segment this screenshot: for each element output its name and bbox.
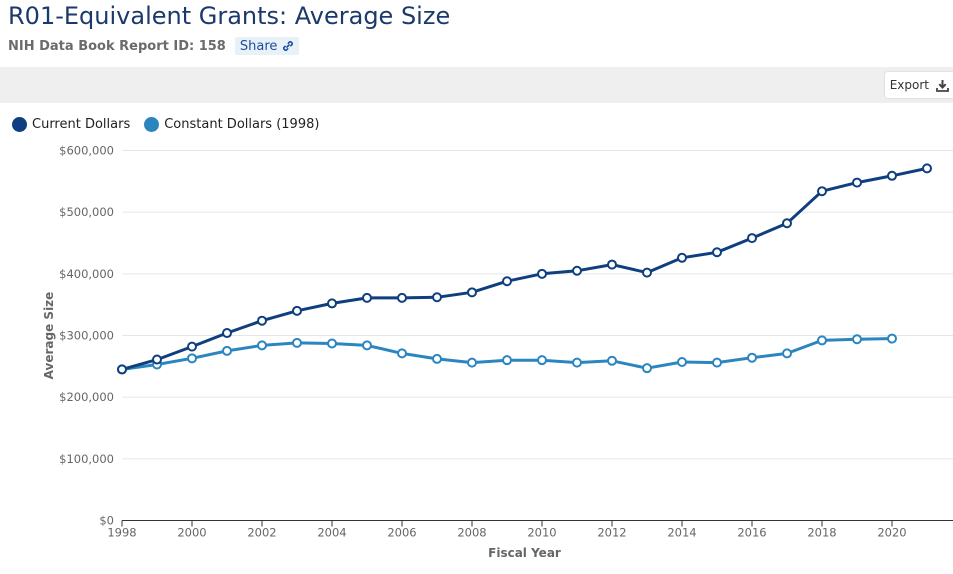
data-point[interactable] <box>817 335 827 346</box>
data-point[interactable] <box>257 315 267 326</box>
link-icon <box>282 40 294 52</box>
x-tick-label: 2008 <box>457 526 486 540</box>
data-point[interactable] <box>537 355 547 366</box>
report-subline: NIH Data Book Report ID: 158 Share <box>8 37 300 55</box>
data-point[interactable] <box>502 355 512 366</box>
y-axis-title: Average Size <box>42 292 56 380</box>
data-point[interactable] <box>292 305 302 316</box>
data-point[interactable] <box>397 348 407 359</box>
share-button[interactable]: Share <box>234 37 300 55</box>
report-id: NIH Data Book Report ID: 158 <box>8 38 226 54</box>
data-point[interactable] <box>467 287 477 298</box>
x-tick-label: 2020 <box>877 526 906 540</box>
data-point[interactable] <box>887 333 897 344</box>
data-point[interactable] <box>362 292 372 303</box>
data-point[interactable] <box>747 233 757 244</box>
data-point[interactable] <box>642 363 652 374</box>
data-point[interactable] <box>187 353 197 364</box>
data-point[interactable] <box>887 170 897 181</box>
share-label: Share <box>239 38 278 54</box>
page-title: R01-Equivalent Grants: Average Size <box>8 2 451 30</box>
x-tick-label: 2004 <box>317 526 346 540</box>
data-point[interactable] <box>677 252 687 263</box>
data-point[interactable] <box>257 340 267 351</box>
data-point[interactable] <box>782 348 792 359</box>
data-point[interactable] <box>712 247 722 258</box>
chart-toolbar: Export <box>0 67 953 103</box>
x-tick-label: 2016 <box>737 526 766 540</box>
export-button[interactable]: Export <box>884 72 953 98</box>
y-tick-label: $200,000 <box>59 390 114 404</box>
legend-marker <box>12 117 27 132</box>
data-point[interactable] <box>222 328 232 339</box>
data-point[interactable] <box>712 357 722 368</box>
x-axis-title: Fiscal Year <box>488 546 561 560</box>
data-point[interactable] <box>607 259 617 270</box>
data-point[interactable] <box>747 352 757 363</box>
y-tick-label: $600,000 <box>59 144 114 158</box>
x-tick-label: 2014 <box>667 526 696 540</box>
data-point[interactable] <box>432 353 442 364</box>
data-point[interactable] <box>782 218 792 229</box>
chart-legend: Current Dollars Constant Dollars (1998) <box>12 117 333 132</box>
export-label: Export <box>889 78 929 92</box>
legend-item-current-dollars[interactable]: Current Dollars <box>12 117 130 132</box>
data-point[interactable] <box>677 357 687 368</box>
data-point[interactable] <box>222 345 232 356</box>
data-point[interactable] <box>327 298 337 309</box>
data-point[interactable] <box>537 268 547 279</box>
data-point[interactable] <box>152 354 162 365</box>
data-point[interactable] <box>852 334 862 345</box>
x-tick-label: 2018 <box>807 526 836 540</box>
data-point[interactable] <box>362 340 372 351</box>
x-tick-label: 2012 <box>597 526 626 540</box>
y-tick-label: $300,000 <box>59 329 114 343</box>
x-tick-label: 2010 <box>527 526 556 540</box>
legend-item-constant-dollars[interactable]: Constant Dollars (1998) <box>144 117 319 132</box>
data-point[interactable] <box>607 355 617 366</box>
x-tick-label: 2006 <box>387 526 416 540</box>
x-tick-label: 1998 <box>107 526 136 540</box>
data-point[interactable] <box>852 177 862 188</box>
data-point[interactable] <box>922 163 932 174</box>
download-icon <box>936 79 949 92</box>
data-point[interactable] <box>642 267 652 278</box>
y-tick-label: $400,000 <box>59 267 114 281</box>
data-point[interactable] <box>292 337 302 348</box>
data-point[interactable] <box>327 338 337 349</box>
x-tick-label: 2000 <box>177 526 206 540</box>
data-point[interactable] <box>817 186 827 197</box>
data-point[interactable] <box>467 357 477 368</box>
y-tick-label: $0 <box>99 514 114 528</box>
y-tick-label: $500,000 <box>59 205 114 219</box>
series-line <box>120 166 929 371</box>
data-point[interactable] <box>117 364 127 375</box>
data-point[interactable] <box>572 265 582 276</box>
data-point[interactable] <box>432 292 442 303</box>
legend-label: Constant Dollars (1998) <box>164 117 320 132</box>
data-point[interactable] <box>502 276 512 287</box>
legend-marker <box>144 117 160 132</box>
x-tick-label: 2002 <box>247 526 276 540</box>
data-point[interactable] <box>397 292 407 303</box>
legend-label: Current Dollars <box>32 117 131 132</box>
y-tick-label: $100,000 <box>59 452 114 466</box>
data-point[interactable] <box>572 357 582 368</box>
data-point[interactable] <box>187 341 197 352</box>
